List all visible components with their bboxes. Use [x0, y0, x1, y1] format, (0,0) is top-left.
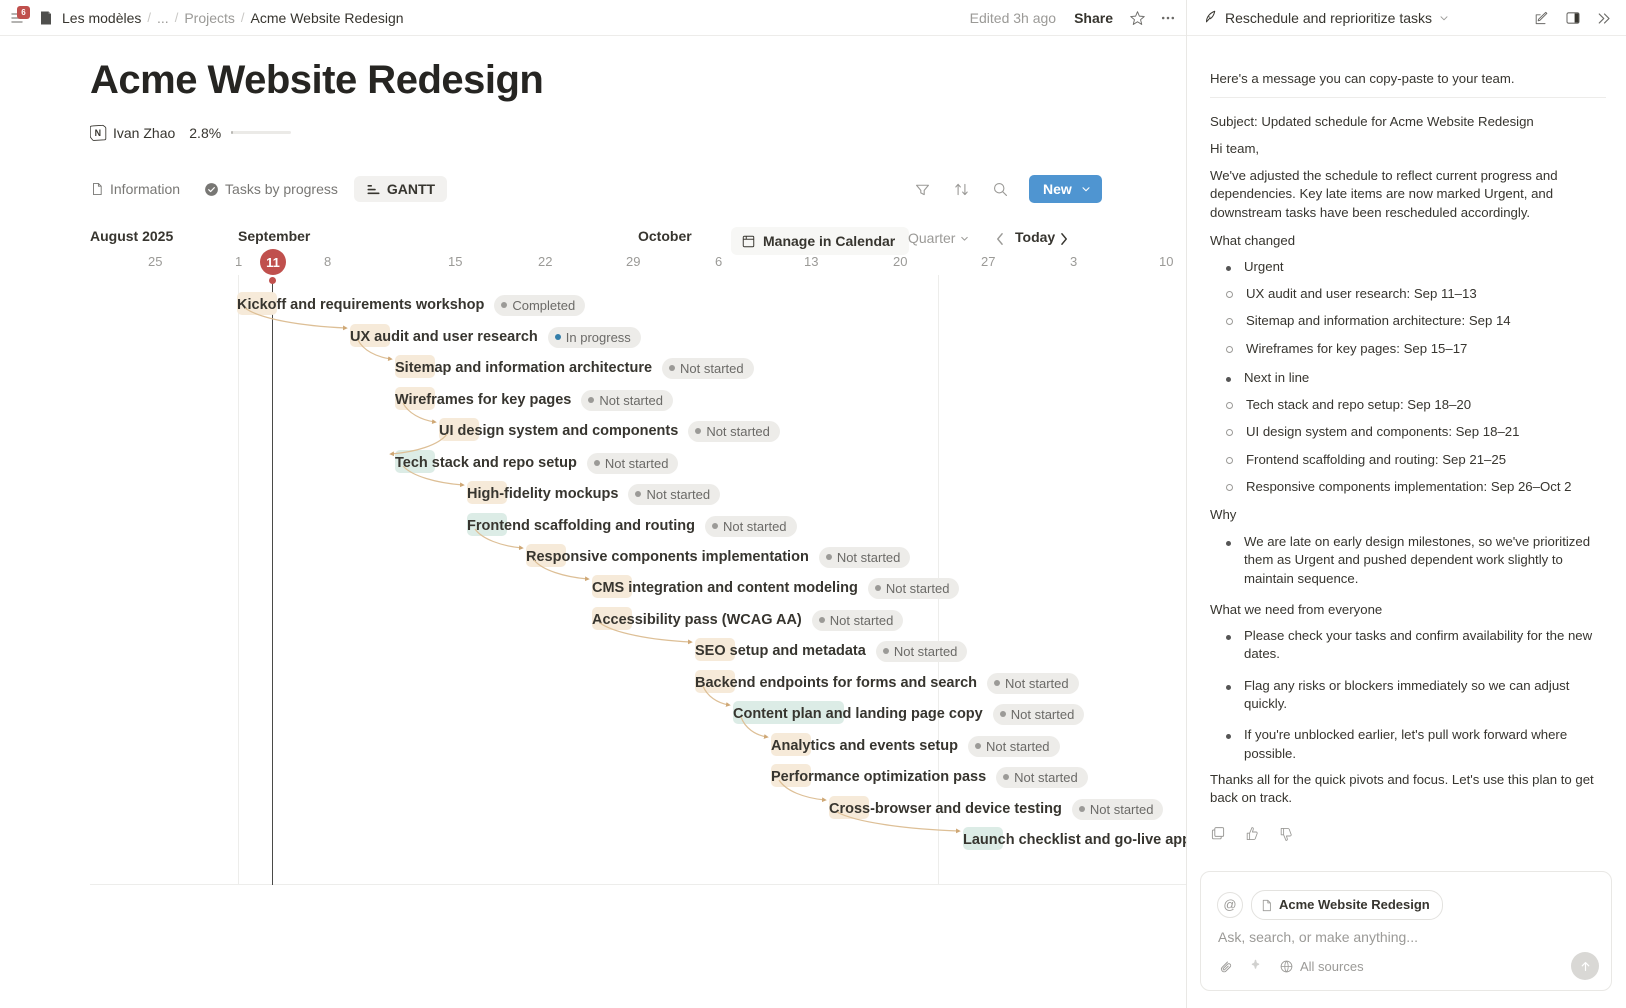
svg-text:N: N [95, 128, 101, 138]
